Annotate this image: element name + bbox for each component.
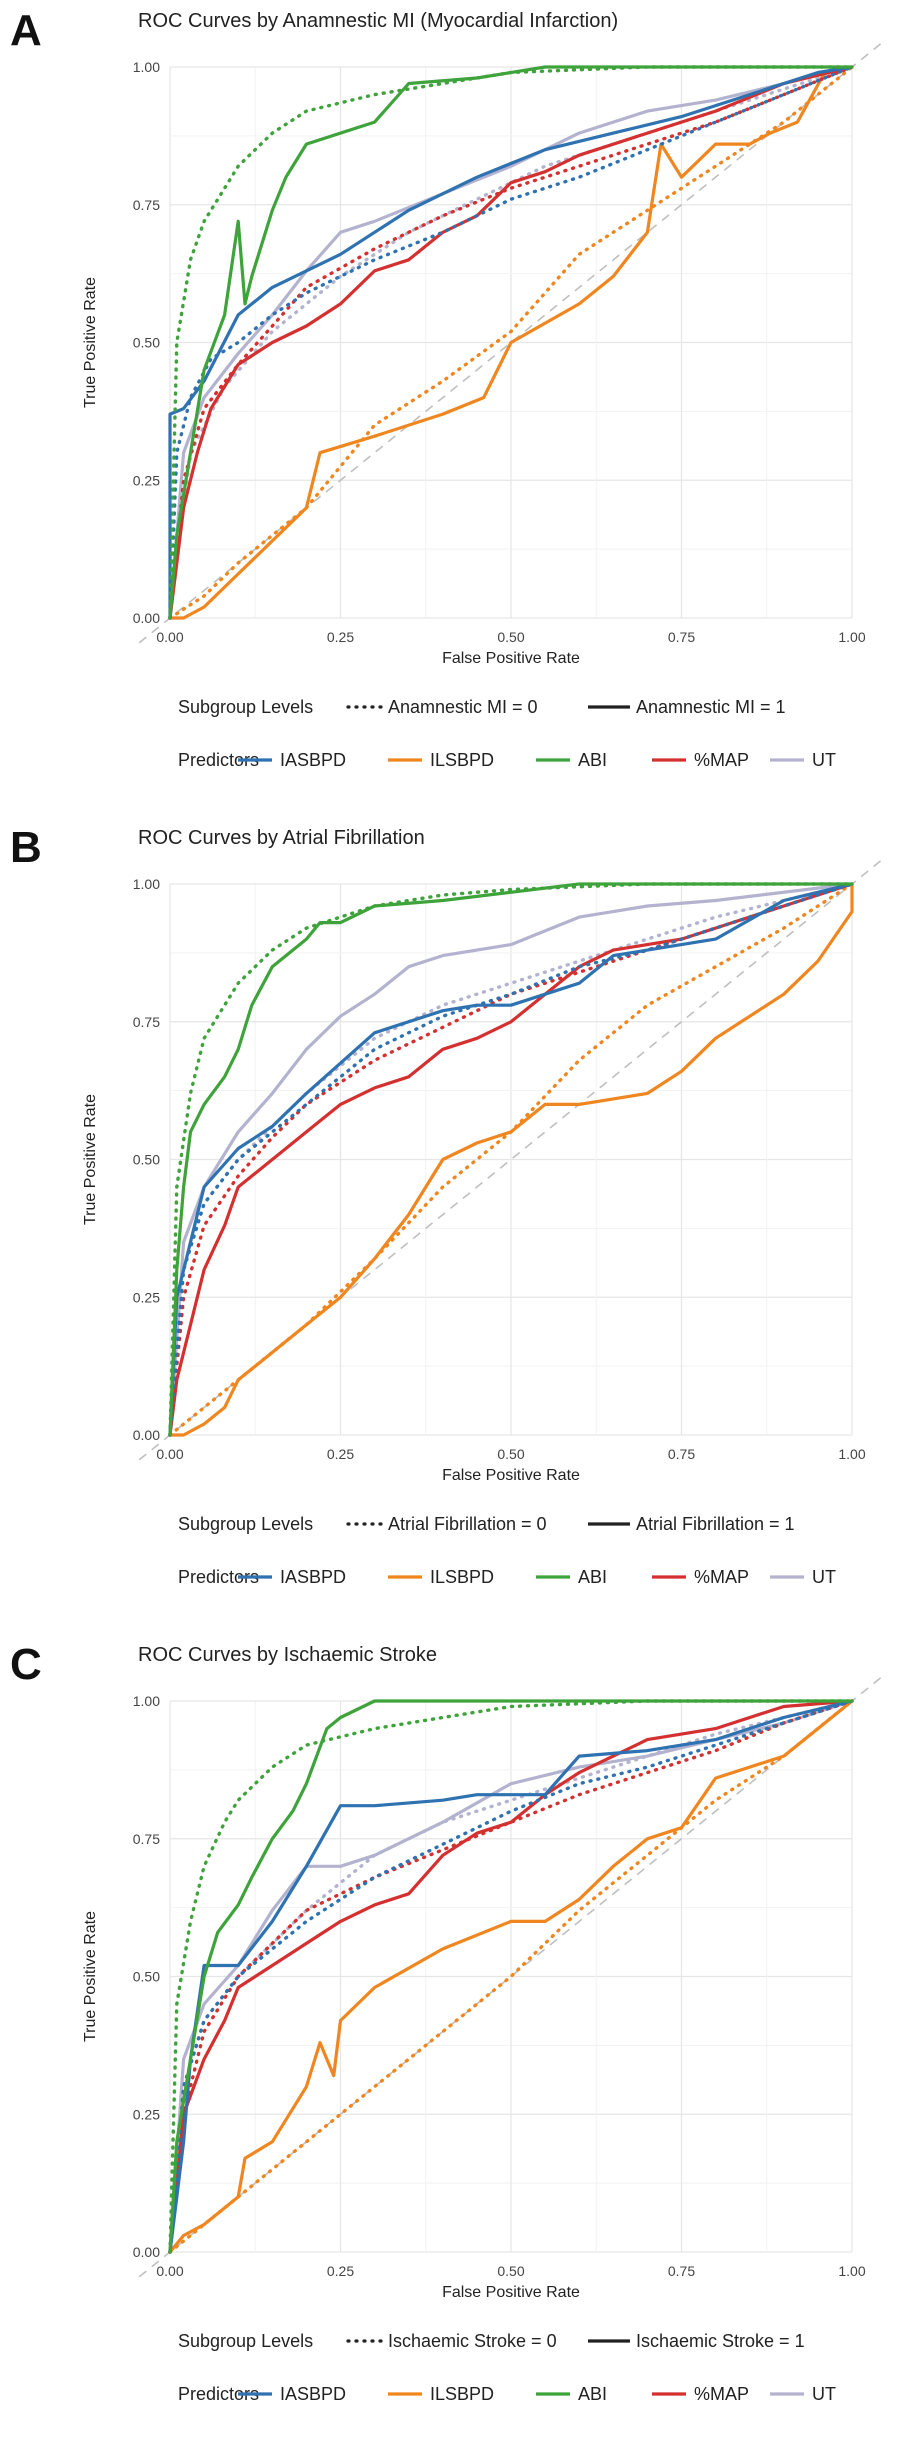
x-tick-label: 0.50 bbox=[497, 629, 524, 645]
roc-curve-iasbpd-level-0 bbox=[168, 65, 854, 620]
y-tick-label: 0.25 bbox=[133, 2106, 160, 2122]
roc-curve-abi-level-1 bbox=[168, 1699, 854, 2254]
y-axis-label: True Positive Rate bbox=[82, 1911, 99, 2042]
roc-curve-pct-map-level-0 bbox=[168, 1699, 854, 2254]
panel-label: C bbox=[10, 1640, 42, 1689]
legend-label-pct-map: %MAP bbox=[694, 2384, 749, 2404]
roc-curve-pct-map-level-1 bbox=[168, 1699, 854, 2254]
legend-subgroup-title: Subgroup Levels bbox=[178, 1514, 313, 1534]
roc-curve-iasbpd-level-1 bbox=[168, 65, 854, 620]
legend-label-pct-map: %MAP bbox=[694, 1567, 749, 1587]
y-tick-label: 0.25 bbox=[133, 472, 160, 488]
roc-curve-ilsbpd-level-0 bbox=[168, 882, 854, 1437]
legend-label-abi: ABI bbox=[578, 750, 607, 770]
roc-curve-abi-level-0 bbox=[168, 1699, 854, 2254]
x-tick-label: 0.00 bbox=[156, 2263, 183, 2279]
legend-subgroup-title: Subgroup Levels bbox=[178, 2331, 313, 2351]
x-axis-label: False Positive Rate bbox=[442, 2284, 580, 2301]
y-tick-label: 0.00 bbox=[133, 1427, 160, 1443]
x-tick-label: 0.50 bbox=[497, 1446, 524, 1462]
y-axis-label: True Positive Rate bbox=[82, 1094, 99, 1225]
legend-label-abi: ABI bbox=[578, 1567, 607, 1587]
legend-subgroup-level-1: Ischaemic Stroke = 1 bbox=[636, 2331, 805, 2351]
roc-curve-pct-map-level-1 bbox=[168, 65, 854, 620]
x-tick-label: 1.00 bbox=[838, 1446, 865, 1462]
roc-curve-ilsbpd-level-1 bbox=[168, 65, 854, 620]
panel-label: B bbox=[10, 823, 42, 872]
legend-subgroup-title: Subgroup Levels bbox=[178, 697, 313, 717]
x-axis-label: False Positive Rate bbox=[442, 1467, 580, 1484]
chart-title: ROC Curves by Ischaemic Stroke bbox=[138, 1644, 437, 1666]
y-axis-label: True Positive Rate bbox=[82, 277, 99, 408]
y-tick-label: 0.25 bbox=[133, 1289, 160, 1305]
x-tick-label: 0.25 bbox=[327, 1446, 354, 1462]
y-tick-label: 0.00 bbox=[133, 610, 160, 626]
roc-panel-b: B ROC Curves by Atrial Fibrillation 0.00 0.… bbox=[10, 823, 884, 1587]
x-tick-label: 0.00 bbox=[156, 629, 183, 645]
y-tick-label: 0.50 bbox=[133, 1152, 160, 1168]
x-tick-label: 0.75 bbox=[668, 1446, 695, 1462]
legend-label-ilsbpd: ILSBPD bbox=[430, 2384, 494, 2404]
x-axis-label: False Positive Rate bbox=[442, 650, 580, 667]
x-tick-label: 0.25 bbox=[327, 629, 354, 645]
gridlines bbox=[169, 1700, 853, 2253]
x-tick-label: 0.75 bbox=[668, 2263, 695, 2279]
roc-curve-ilsbpd-level-1 bbox=[168, 1699, 854, 2254]
legend-predictors-title: Predictors bbox=[178, 2384, 259, 2404]
legend-label-ilsbpd: ILSBPD bbox=[430, 750, 494, 770]
y-tick-label: 0.00 bbox=[133, 2244, 160, 2260]
roc-curve-ut-level-1 bbox=[168, 1699, 854, 2254]
legend-label-pct-map: %MAP bbox=[694, 750, 749, 770]
y-tick-label: 0.75 bbox=[133, 1831, 160, 1847]
y-tick-label: 1.00 bbox=[133, 876, 160, 892]
legend-subgroup-level-1: Anamnestic MI = 1 bbox=[636, 697, 786, 717]
x-tick-label: 1.00 bbox=[838, 629, 865, 645]
y-tick-label: 0.50 bbox=[133, 1969, 160, 1985]
legend-label-iasbpd: IASBPD bbox=[280, 1567, 346, 1587]
y-tick-label: 0.50 bbox=[133, 335, 160, 351]
roc-curve-abi-level-1 bbox=[168, 882, 854, 1437]
legend-label-ut: UT bbox=[812, 2384, 836, 2404]
x-tick-label: 0.75 bbox=[668, 629, 695, 645]
y-tick-label: 1.00 bbox=[133, 1693, 160, 1709]
x-tick-label: 0.50 bbox=[497, 2263, 524, 2279]
roc-panel-c: C ROC Curves by Ischaemic Stroke 0.00 0.25 0… bbox=[10, 1640, 884, 2404]
legend-label-ilsbpd: ILSBPD bbox=[430, 1567, 494, 1587]
roc-curve-ut-level-1 bbox=[168, 882, 854, 1437]
legend-subgroup-level-1: Atrial Fibrillation = 1 bbox=[636, 1514, 795, 1534]
y-tick-label: 1.00 bbox=[133, 59, 160, 75]
legend-subgroup-level-0: Ischaemic Stroke = 0 bbox=[388, 2331, 557, 2351]
legend-subgroup-level-0: Atrial Fibrillation = 0 bbox=[388, 1514, 547, 1534]
legend-label-ut: UT bbox=[812, 1567, 836, 1587]
roc-panel-a: A ROC Curves by Anamnestic MI (Myocardial… bbox=[10, 6, 884, 770]
x-tick-label: 0.00 bbox=[156, 1446, 183, 1462]
y-tick-label: 0.75 bbox=[133, 1014, 160, 1030]
roc-curve-pct-map-level-1 bbox=[168, 882, 854, 1437]
roc-curve-ilsbpd-level-0 bbox=[168, 65, 854, 620]
roc-curve-abi-level-0 bbox=[168, 882, 854, 1437]
roc-curve-pct-map-level-0 bbox=[168, 65, 854, 620]
legend-label-iasbpd: IASBPD bbox=[280, 750, 346, 770]
roc-curve-ilsbpd-level-1 bbox=[168, 882, 854, 1437]
chart-title: ROC Curves by Anamnestic MI (Myocardial … bbox=[138, 10, 618, 32]
legend-predictors-title: Predictors bbox=[178, 750, 259, 770]
y-tick-label: 0.75 bbox=[133, 197, 160, 213]
roc-curve-iasbpd-level-0 bbox=[168, 1699, 854, 2254]
roc-curve-ut-level-0 bbox=[168, 65, 854, 620]
gridlines bbox=[169, 883, 853, 1436]
legend-predictors-title: Predictors bbox=[178, 1567, 259, 1587]
roc-curve-ut-level-1 bbox=[168, 65, 854, 620]
panel-label: A bbox=[10, 6, 42, 55]
gridlines bbox=[169, 66, 853, 619]
roc-curve-iasbpd-level-1 bbox=[168, 882, 854, 1437]
x-tick-label: 0.25 bbox=[327, 2263, 354, 2279]
x-tick-label: 1.00 bbox=[838, 2263, 865, 2279]
roc-curve-abi-level-1 bbox=[168, 65, 854, 620]
chart-title: ROC Curves by Atrial Fibrillation bbox=[138, 827, 425, 849]
legend-subgroup-level-0: Anamnestic MI = 0 bbox=[388, 697, 538, 717]
legend-label-ut: UT bbox=[812, 750, 836, 770]
legend-label-abi: ABI bbox=[578, 2384, 607, 2404]
legend-label-iasbpd: IASBPD bbox=[280, 2384, 346, 2404]
